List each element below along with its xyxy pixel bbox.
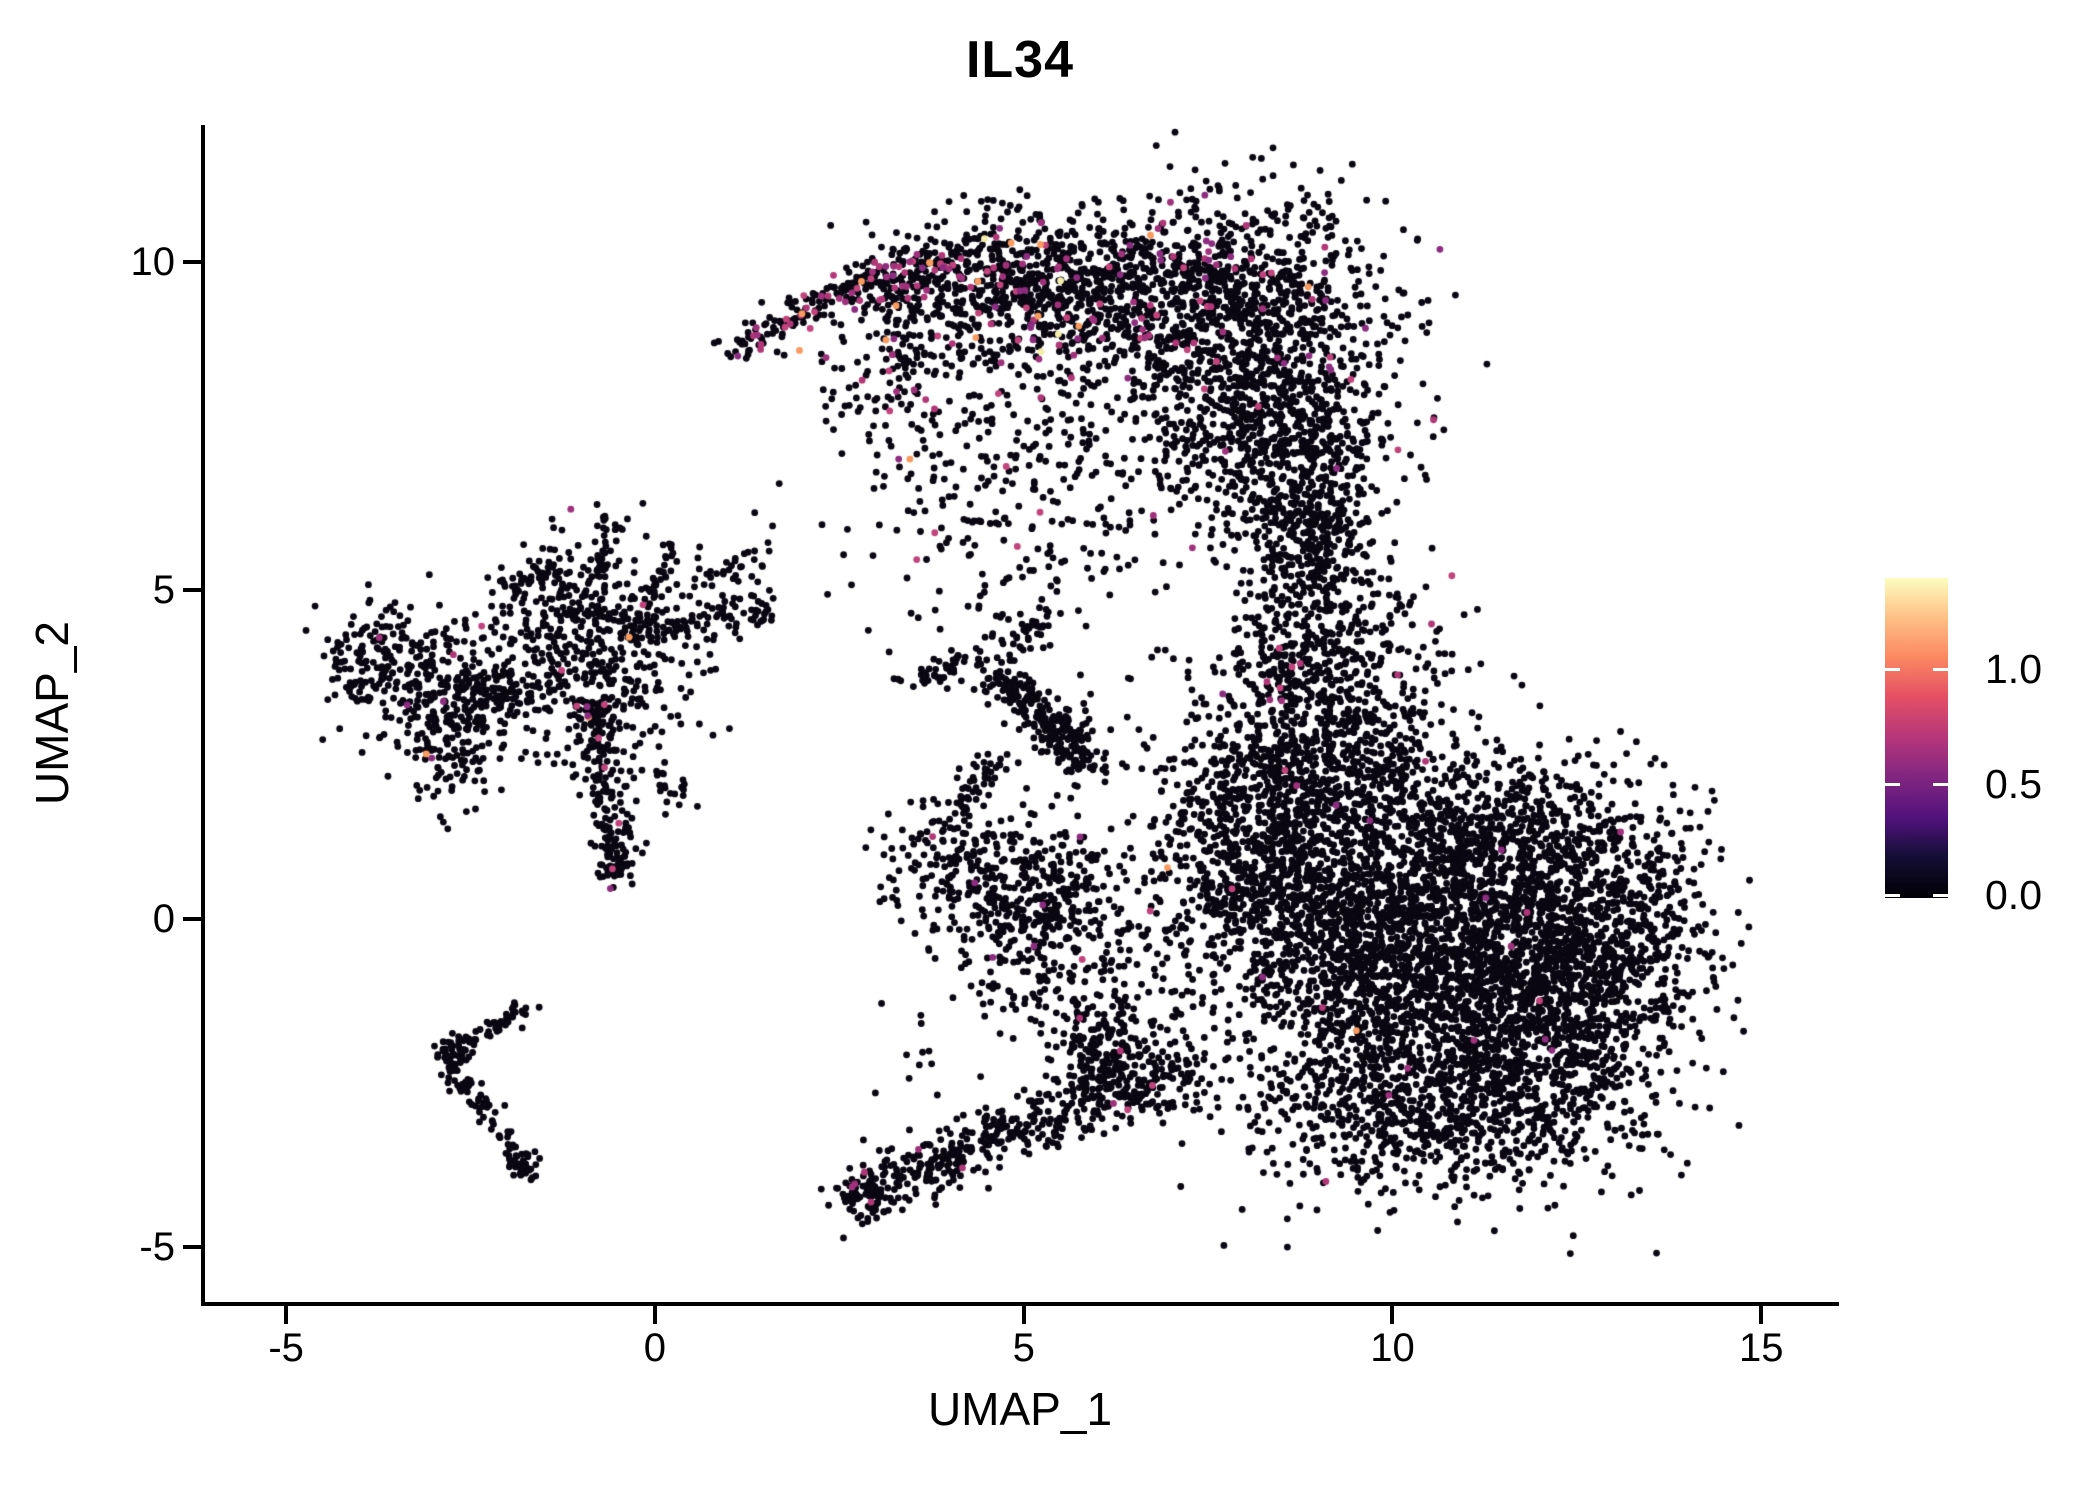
x-tick-mark bbox=[1759, 1304, 1764, 1324]
y-tick-label: -5 bbox=[139, 1225, 175, 1270]
y-tick-mark bbox=[183, 1245, 203, 1250]
scatter-plot-canvas bbox=[205, 125, 1835, 1302]
colorbar-tick-label: 1.0 bbox=[1985, 645, 2042, 692]
y-tick-label: 0 bbox=[152, 896, 175, 941]
colorbar-tick-mark bbox=[1933, 894, 1948, 897]
colorbar-tick-label: 0.0 bbox=[1985, 872, 2042, 918]
x-tick-label: 15 bbox=[1738, 1326, 1784, 1370]
colorbar-tick-mark bbox=[1885, 667, 1900, 671]
plot-title: IL34 bbox=[965, 31, 1075, 89]
y-tick-label: 10 bbox=[130, 239, 176, 284]
x-tick-label: -5 bbox=[268, 1326, 304, 1370]
x-axis-line bbox=[201, 1302, 1839, 1306]
colorbar-tick-mark bbox=[1933, 782, 1948, 786]
colorbar-gradient bbox=[1885, 578, 1948, 898]
colorbar-tick-mark bbox=[1885, 894, 1900, 897]
x-tick-mark bbox=[1390, 1304, 1395, 1324]
x-tick-label: 0 bbox=[643, 1326, 667, 1370]
colorbar-tick-mark bbox=[1933, 667, 1948, 671]
colorbar-tick-mark bbox=[1885, 782, 1900, 786]
x-tick-label: 5 bbox=[1012, 1326, 1035, 1370]
x-axis-label: UMAP_1 bbox=[927, 1383, 1113, 1435]
x-tick-mark bbox=[1021, 1304, 1026, 1324]
y-tick-mark bbox=[183, 916, 203, 921]
y-tick-label: 5 bbox=[152, 568, 175, 613]
y-axis-line bbox=[201, 125, 205, 1306]
x-tick-mark bbox=[284, 1304, 289, 1324]
y-tick-mark bbox=[183, 259, 203, 264]
x-tick-mark bbox=[652, 1304, 657, 1324]
y-tick-mark bbox=[183, 588, 203, 593]
x-tick-label: 10 bbox=[1370, 1326, 1415, 1370]
colorbar-tick-label: 0.5 bbox=[1985, 760, 2042, 807]
